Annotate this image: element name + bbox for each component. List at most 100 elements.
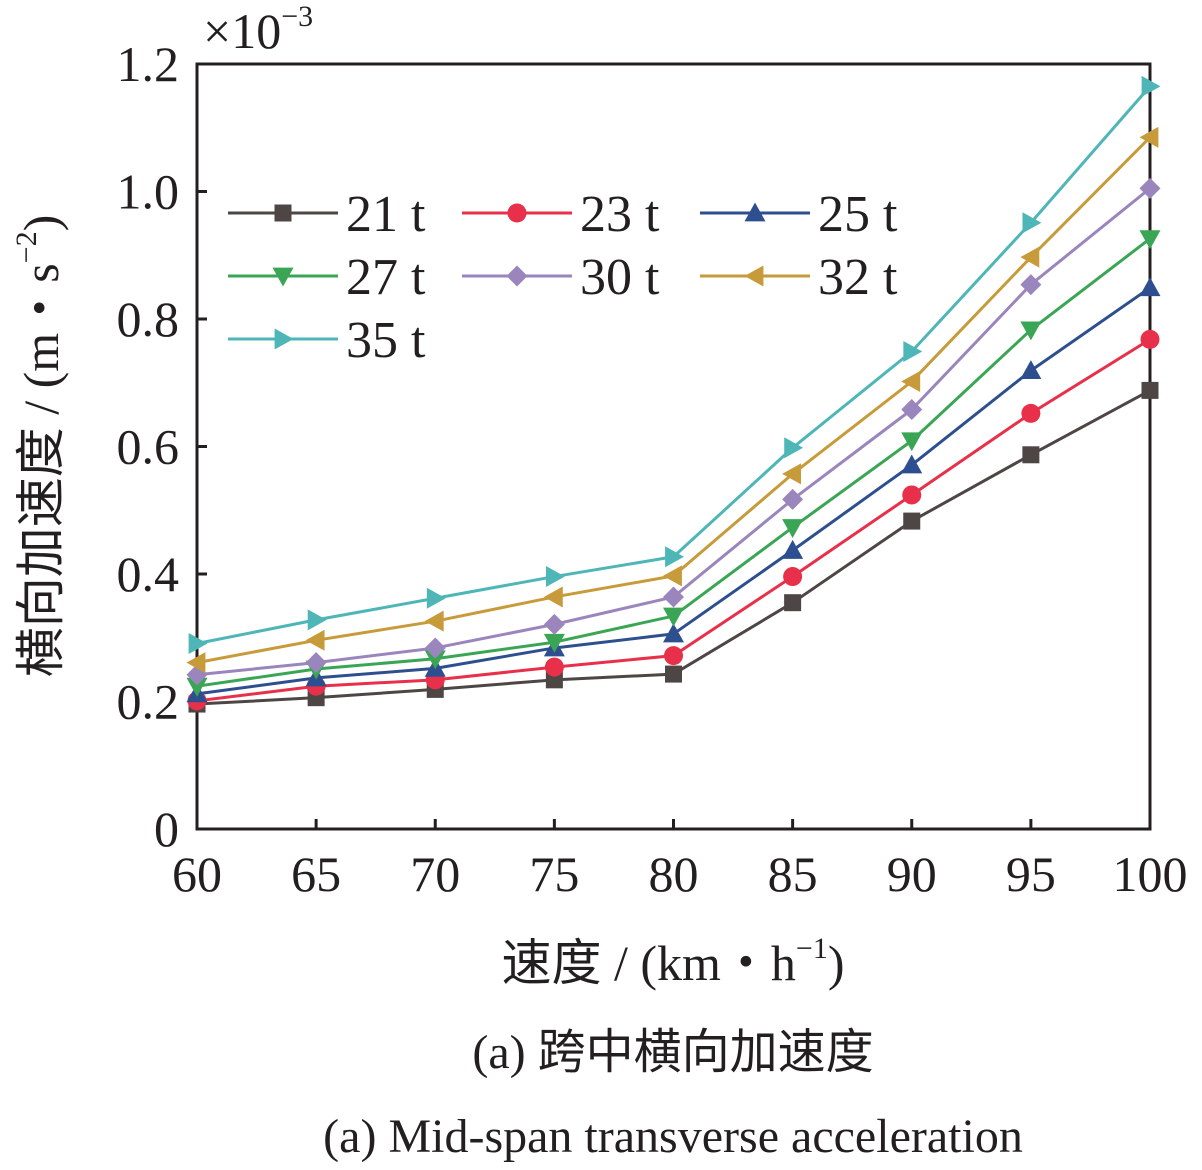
x-axis-title-main: 速度 / (km・h [501,935,795,991]
y-tick-label: 0 [154,801,179,857]
legend-marker [272,267,294,287]
series-32t [186,126,1159,674]
y-tick-label: 1.2 [117,36,180,92]
y-axis-title-exp: −2 [10,231,43,263]
legend-item: 32 t [700,249,898,306]
y-tick-label: 0.6 [117,419,180,475]
x-tick-label: 60 [172,846,222,902]
legend-item: 25 t [700,186,898,243]
data-point [784,437,804,459]
legend-marker [274,328,294,350]
legend-marker [274,204,292,222]
legend-label: 30 t [580,249,660,306]
x-tick-label: 75 [529,846,579,902]
data-point [1139,177,1161,199]
data-point [186,652,206,674]
data-point [784,594,802,612]
data-point [1141,381,1159,399]
legend-label: 35 t [346,312,426,369]
legend-label: 23 t [580,186,660,243]
y-multiplier-base: ×10 [203,3,281,59]
x-tick-label: 90 [887,846,937,902]
y-multiplier: ×10−3 [203,0,313,59]
legend-item: 21 t [228,186,426,243]
series-21t [188,381,1159,713]
legend-label: 32 t [818,249,898,306]
data-point [1141,75,1161,97]
data-point [665,546,684,568]
x-axis-title-exp: −1 [796,932,828,965]
data-point [1022,446,1040,464]
y-multiplier-exp: −3 [281,0,313,33]
data-point [1021,403,1041,423]
data-point [545,671,563,689]
series-30t [186,177,1161,686]
legend-item: 23 t [462,186,660,243]
data-point [782,539,804,559]
x-axis-title: 速度 / (km・h−1) [501,932,844,991]
x-tick-label: 95 [1006,846,1056,902]
legend-label: 25 t [818,186,898,243]
data-point [307,609,327,631]
data-point [1139,277,1161,297]
data-point [305,652,327,674]
legend-item: 27 t [228,249,426,306]
data-point [663,623,684,643]
series-27t [186,230,1161,697]
data-point [903,341,923,363]
y-tick-label: 0.8 [117,291,180,347]
x-tick-label: 80 [649,846,699,902]
data-point [186,677,208,697]
series-35t [188,75,1161,654]
series-25t [186,277,1161,703]
data-point [424,637,446,659]
data-point [1140,329,1160,349]
caption-english: (a) Mid-span transverse acceleration [323,1110,1023,1163]
y-axis-title-main: 横向加速度 / (m・s [13,263,69,677]
data-point [783,567,803,587]
x-ticks: 60 65 70 75 80 85 90 95 100 [172,819,1188,902]
x-tick-label: 65 [291,846,341,902]
data-point [903,512,921,530]
data-point [901,454,923,474]
data-point [663,565,682,587]
data-point [1139,126,1159,148]
data-point [1020,321,1042,341]
legend-item: 30 t [462,249,660,306]
legend-marker [744,202,766,222]
data-point [188,632,208,654]
data-point [902,485,922,505]
legend: 21 t 23 t 25 t 27 t 30 t 32 t 35 t [228,186,898,369]
data-point [663,607,684,627]
data-point [543,633,565,653]
data-point [782,463,802,485]
data-point [1020,274,1042,296]
data-point [664,646,683,666]
data-point [305,629,325,651]
legend-marker [507,203,527,223]
y-axis-title: 横向加速度 / (m・s−2) [10,215,69,677]
data-point [426,587,446,609]
series-23t [187,329,1160,711]
data-point [1020,360,1042,380]
data-point [1139,230,1161,250]
x-axis-title-close: ) [828,935,845,991]
y-ticks: 0 0.2 0.4 0.6 0.8 1.0 1.2 [117,36,207,857]
legend-marker [506,265,528,287]
data-point [1022,212,1042,234]
data-point [663,586,684,608]
y-tick-label: 1.0 [117,164,180,220]
series-line [196,136,1152,665]
legend-marker [744,265,764,287]
data-point [543,613,565,635]
series-layer [186,75,1161,713]
y-tick-label: 0.4 [117,546,180,602]
y-axis-title-close: ) [13,215,69,232]
data-point [1020,246,1040,268]
legend-label: 27 t [346,249,426,306]
data-point [424,610,444,632]
data-point [901,399,923,421]
legend-item: 35 t [228,312,426,369]
data-point [901,432,923,452]
